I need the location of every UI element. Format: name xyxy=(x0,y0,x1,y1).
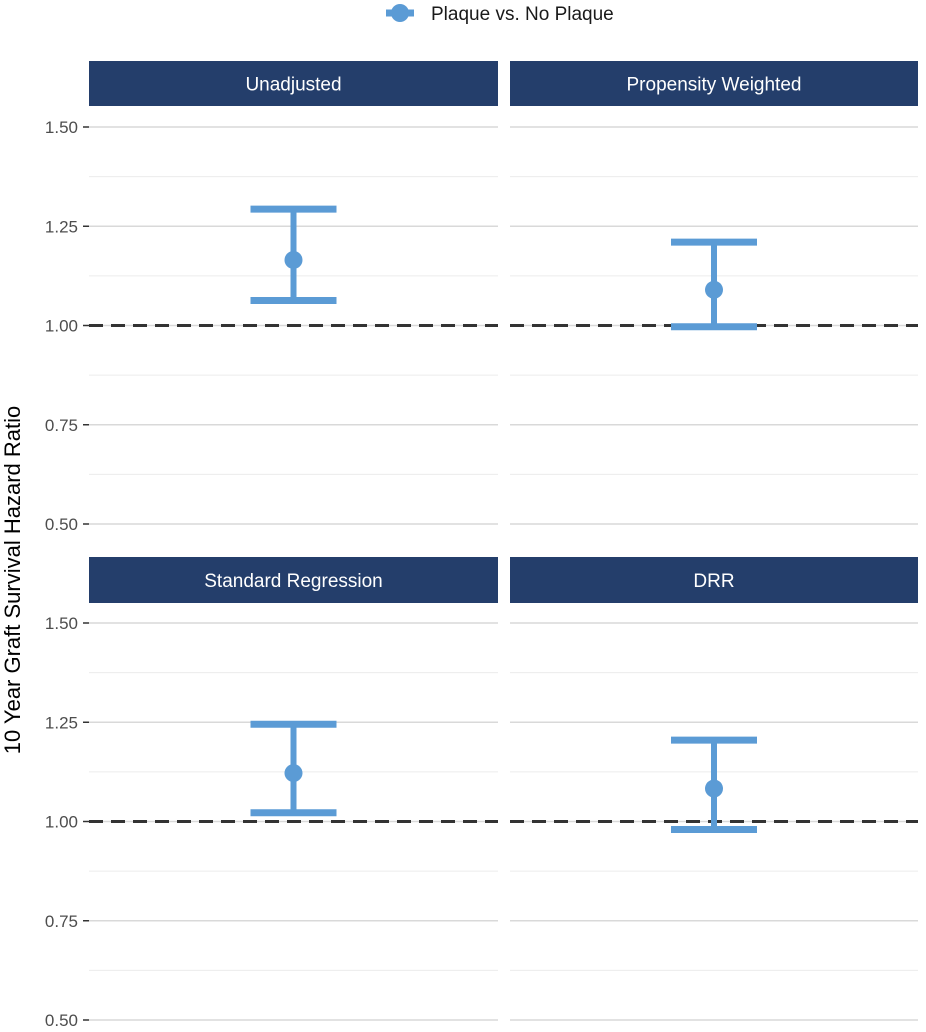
strip-header xyxy=(510,557,918,603)
y-tick-label: 1.50 xyxy=(45,614,78,633)
y-tick-label: 0.50 xyxy=(45,1011,78,1030)
y-tick-label: 1.25 xyxy=(45,217,78,236)
panels: 0.50 0.75 1.00 1.25 1.50 Unadjusted Propensity… xyxy=(45,61,918,1030)
panel: 0.50 0.75 1.00 1.25 1.50 Standard Regression xyxy=(45,557,498,1030)
y-tick-label: 0.50 xyxy=(45,515,78,534)
y-tick-label: 0.75 xyxy=(45,416,78,435)
strip-title: Standard Regression xyxy=(204,571,383,592)
strip-title: Unadjusted xyxy=(245,75,341,96)
panel: 0.50 0.75 1.00 1.25 1.50 Unadjusted xyxy=(45,61,498,534)
panel: Propensity Weighted xyxy=(510,61,918,525)
point-estimate xyxy=(705,280,723,299)
legend-label: Plaque vs. No Plaque xyxy=(431,4,614,25)
panel: DRR xyxy=(510,557,918,1021)
strip-title: Propensity Weighted xyxy=(627,75,802,96)
point-estimate xyxy=(284,250,303,269)
y-tick-label: 0.75 xyxy=(45,912,78,931)
strip-header xyxy=(89,557,498,603)
strip-header xyxy=(510,61,918,106)
point-estimate xyxy=(705,779,723,798)
y-tick-label: 1.50 xyxy=(45,118,78,137)
strip-header xyxy=(89,61,498,106)
legend-key-point xyxy=(391,4,409,22)
strip-title: DRR xyxy=(693,571,734,592)
y-tick-label: 1.00 xyxy=(45,813,78,832)
y-tick-label: 1.25 xyxy=(45,713,78,732)
point-estimate xyxy=(284,764,303,783)
y-axis-title: 10 Year Graft Survival Hazard Ratio xyxy=(0,406,25,755)
y-tick-label: 1.00 xyxy=(45,317,78,336)
legend: Plaque vs. No Plaque xyxy=(386,4,614,25)
